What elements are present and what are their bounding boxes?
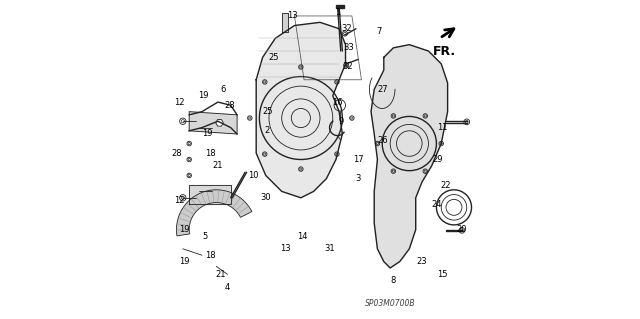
Text: 19: 19	[179, 225, 189, 234]
Text: 25: 25	[269, 53, 279, 62]
Polygon shape	[209, 195, 217, 201]
Text: 19: 19	[198, 91, 209, 100]
Text: 2: 2	[265, 126, 270, 135]
Text: 22: 22	[441, 181, 451, 189]
Text: 3: 3	[356, 174, 361, 183]
Text: 28: 28	[225, 101, 236, 110]
Text: 20: 20	[457, 225, 467, 234]
Text: 14: 14	[297, 232, 308, 241]
Text: 26: 26	[377, 136, 387, 145]
Text: 9: 9	[338, 117, 344, 126]
Text: 24: 24	[431, 200, 442, 209]
Text: 19: 19	[202, 130, 212, 138]
Text: 23: 23	[417, 257, 428, 266]
Polygon shape	[336, 5, 344, 8]
Text: 13: 13	[280, 244, 290, 253]
Polygon shape	[189, 185, 230, 204]
Text: 1: 1	[335, 8, 340, 17]
Text: 29: 29	[433, 155, 444, 164]
Text: FR.: FR.	[433, 45, 456, 58]
Text: 13: 13	[287, 11, 298, 20]
Text: 21: 21	[215, 270, 225, 279]
Text: 18: 18	[205, 149, 215, 158]
Text: 18: 18	[205, 251, 216, 260]
Polygon shape	[256, 22, 346, 198]
Text: 4: 4	[225, 283, 230, 292]
Text: 30: 30	[260, 193, 271, 202]
Polygon shape	[216, 120, 223, 126]
Polygon shape	[371, 45, 447, 268]
Polygon shape	[282, 13, 288, 32]
Text: 10: 10	[248, 171, 259, 180]
Text: 8: 8	[390, 276, 396, 285]
Text: 15: 15	[438, 270, 448, 279]
Text: 11: 11	[438, 123, 448, 132]
Text: 12: 12	[174, 98, 185, 107]
Text: 17: 17	[353, 155, 364, 164]
Text: 5: 5	[202, 232, 208, 241]
Text: 27: 27	[377, 85, 387, 94]
Text: 12: 12	[174, 197, 185, 205]
Text: 19: 19	[179, 257, 189, 266]
Text: 21: 21	[212, 161, 223, 170]
Text: 7: 7	[376, 27, 381, 36]
Text: 32: 32	[341, 24, 352, 33]
Text: 31: 31	[324, 244, 335, 253]
Text: 16: 16	[332, 98, 343, 107]
Polygon shape	[177, 190, 252, 236]
Text: 25: 25	[262, 107, 273, 116]
Text: SP03M0700B: SP03M0700B	[365, 299, 415, 308]
Polygon shape	[189, 112, 237, 134]
Text: 32: 32	[342, 63, 353, 71]
Text: 28: 28	[171, 149, 182, 158]
Text: 6: 6	[220, 85, 225, 94]
Text: 33: 33	[343, 43, 354, 52]
